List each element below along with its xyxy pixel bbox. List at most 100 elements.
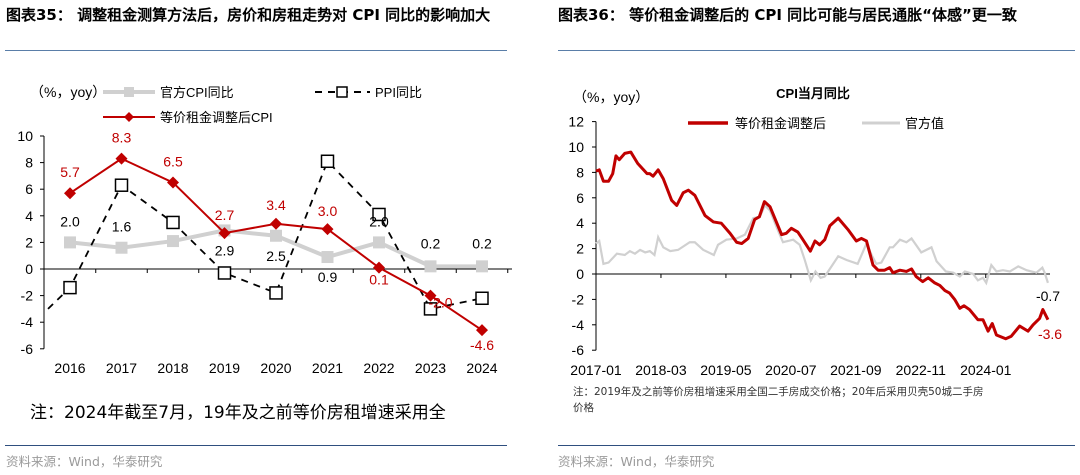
official-cpi-data-label: 2.9 xyxy=(215,242,235,258)
right-y-tick-label: 8 xyxy=(576,164,584,180)
legend-ppi-marker xyxy=(336,86,348,98)
ppi-point xyxy=(114,178,129,192)
official-cpi-data-label: 0.2 xyxy=(472,235,492,251)
legend-ppi-label: PPI同比 xyxy=(375,85,422,100)
legend-official-cpi-label: 官方CPI同比 xyxy=(160,85,234,100)
left-figure-title-cont: 大 xyxy=(475,6,491,24)
official-cpi-point xyxy=(115,241,128,254)
official-cpi-point xyxy=(64,236,76,249)
legend-official-label: 官方值 xyxy=(905,116,944,131)
right-x-tick-label: 2018-03 xyxy=(635,362,687,378)
right-y-tick-label: 6 xyxy=(576,190,584,206)
right-title-rule xyxy=(558,50,1075,51)
official-line xyxy=(595,203,1049,286)
adjusted-cpi-point xyxy=(218,227,231,240)
ppi-point xyxy=(63,280,77,295)
official-cpi-data-label: 2.0 xyxy=(369,213,389,229)
left-x-tick-label: 2016 xyxy=(54,360,85,376)
right-footer-rule xyxy=(558,445,1075,446)
official-cpi-point xyxy=(321,251,334,264)
adjusted-line xyxy=(595,150,1050,341)
official-cpi-data-label: 2.0 xyxy=(60,213,80,229)
left-y-tick-label: 2 xyxy=(25,234,33,250)
left-figure-title-block: 图表35： 调整租金测算方法后，房价和房租走势对 CPI 同比的影响加大 xyxy=(6,4,541,26)
right-y-tick-label: 12 xyxy=(568,114,584,130)
left-x-tick-label: 2022 xyxy=(363,360,394,376)
legend-adjusted-label: 等价租金调整后 xyxy=(735,116,826,131)
official-end-label: -0.7 xyxy=(1036,288,1060,304)
official-cpi-data-label: 2.5 xyxy=(266,248,286,264)
adjusted-cpi-data-label: -4.6 xyxy=(470,337,494,353)
ppi-point xyxy=(269,286,283,300)
right-y-tick-label: 10 xyxy=(568,139,584,155)
right-y-tick-label: -4 xyxy=(572,317,585,333)
adjusted-cpi-data-label: 6.5 xyxy=(163,154,183,170)
adjusted-cpi-data-label: 5.7 xyxy=(60,164,80,180)
adjusted-cpi-data-label: 8.3 xyxy=(112,130,132,146)
ppi-point xyxy=(423,302,438,316)
right-note-line1: 注：2019年及之前等价房租增速采用全国二手房成交价格；20年后采用贝壳50城二… xyxy=(573,386,984,398)
adjusted-cpi-point xyxy=(424,289,437,302)
left-x-tick-label: 2017 xyxy=(106,360,137,376)
official-cpi-point xyxy=(476,260,488,273)
right-y-unit-label: （%，yoy） xyxy=(573,89,649,105)
right-x-tick-label: 2019-05 xyxy=(700,362,752,378)
adjusted-cpi-point xyxy=(476,324,488,337)
official-cpi-point xyxy=(167,235,179,248)
official-cpi-data-label: 0.9 xyxy=(318,269,338,285)
adjusted-cpi-data-label: 3.4 xyxy=(266,197,286,213)
adjusted-cpi-data-label: 2.7 xyxy=(215,207,235,223)
right-y-tick-label: -6 xyxy=(572,342,585,358)
adjusted-cpi-point xyxy=(115,152,128,165)
adjusted-cpi-point xyxy=(373,261,385,274)
left-figure-title: 图表35： 调整租金测算方法后，房价和房租走势对 CPI 同比的影响加 xyxy=(6,6,476,24)
official-cpi-point xyxy=(424,260,437,273)
left-title-rule xyxy=(5,50,507,51)
right-x-tick-label: 2020-07 xyxy=(765,362,817,378)
adjusted-cpi-data-label: -2.0 xyxy=(428,295,452,311)
official-cpi-point xyxy=(373,236,385,249)
ppi-point xyxy=(372,207,386,222)
legend-adjusted-cpi-marker xyxy=(124,112,134,122)
ppi-point xyxy=(320,154,335,169)
left-y-tick-label: 8 xyxy=(25,155,33,171)
left-x-tick-label: 2020 xyxy=(260,360,291,376)
right-x-tick-label: 2021-09 xyxy=(830,362,882,378)
legend-official-cpi-marker xyxy=(124,87,134,97)
left-y-tick-label: -6 xyxy=(21,341,34,357)
right-x-tick-label: 2024-01 xyxy=(960,362,1012,378)
right-x-tick-label: 2022-11 xyxy=(896,362,947,378)
official-cpi-point xyxy=(270,229,282,242)
adjusted-cpi-point xyxy=(321,223,334,236)
left-footer-rule xyxy=(5,445,507,446)
official-cpi-data-label: 1.6 xyxy=(112,219,132,235)
adjusted-cpi-point xyxy=(64,187,76,200)
right-y-tick-label: 0 xyxy=(576,266,584,282)
right-figure-title: 图表36： 等价租金调整后的 CPI 同比可能与居民通胀“体感”更一致 xyxy=(558,6,1017,24)
left-y-tick-label: -2 xyxy=(21,288,34,304)
ppi-point xyxy=(475,291,489,306)
right-y-tick-label: 2 xyxy=(576,241,584,257)
right-chart-title: CPI当月同比 xyxy=(776,86,850,101)
left-x-tick-label: 2018 xyxy=(157,360,188,376)
left-x-tick-label: 2023 xyxy=(415,360,446,376)
right-y-tick-label: 4 xyxy=(576,215,584,231)
left-note: 注：2024年截至7月，19年及之前等价房租增速采用全 xyxy=(30,403,446,423)
adjusted-cpi-point xyxy=(270,217,282,230)
adjusted-cpi-data-label: 3.0 xyxy=(318,203,338,219)
right-x-tick-label: 2017-01 xyxy=(570,362,622,378)
left-x-tick-label: 2021 xyxy=(312,360,343,376)
left-x-tick-label: 2024 xyxy=(466,360,497,376)
left-y-tick-label: -4 xyxy=(21,314,34,330)
left-y-tick-label: 0 xyxy=(25,261,33,277)
right-y-tick-label: -2 xyxy=(572,291,585,307)
left-x-tick-label: 2019 xyxy=(209,360,240,376)
adjusted-cpi-point xyxy=(167,176,179,189)
right-note-line2: 价格 xyxy=(573,402,594,414)
ppi-point xyxy=(166,215,180,230)
left-y-unit-label: （%，yoy） xyxy=(30,84,106,100)
left-y-tick-label: 4 xyxy=(25,208,33,224)
adjusted-end-label: -3.6 xyxy=(1038,326,1062,342)
legend-adjusted-cpi-label: 等价租金调整后CPI xyxy=(160,110,273,125)
